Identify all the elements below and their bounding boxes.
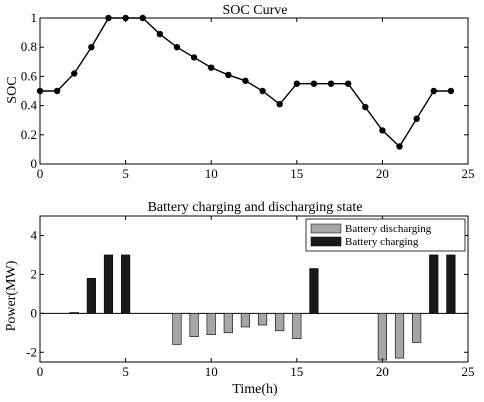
charging-bar xyxy=(309,268,319,314)
battery-x-axis-label: Time(h) xyxy=(232,382,278,397)
discharging-bar xyxy=(223,313,233,334)
charging-bar xyxy=(429,254,439,314)
soc-point xyxy=(396,143,403,150)
soc-point xyxy=(71,70,78,77)
battery-x-tick-label: 0 xyxy=(37,364,44,379)
discharging-bar xyxy=(172,313,182,345)
soc-chart-title: SOC Curve xyxy=(223,3,288,18)
soc-y-tick-label: 0.4 xyxy=(21,98,38,113)
soc-point xyxy=(53,87,61,95)
charging-bar xyxy=(86,277,96,314)
soc-point xyxy=(447,87,455,95)
soc-point xyxy=(190,54,198,61)
discharging-bar xyxy=(189,313,199,337)
battery-plot-frame xyxy=(39,215,469,363)
soc-point xyxy=(344,80,352,87)
soc-x-tick-label: 15 xyxy=(290,166,303,181)
soc-y-tick-label: 1 xyxy=(31,10,38,25)
discharging-bar xyxy=(377,313,387,361)
soc-point xyxy=(276,100,283,108)
soc-point xyxy=(327,80,335,87)
soc-point xyxy=(173,44,181,51)
soc-chart: SOC Curve SOC 0 5 10 15 20 25 0 0.2 0.4 0.6 0.8 1 xyxy=(5,3,475,181)
soc-x-tick-label: 0 xyxy=(37,166,44,181)
battery-y-tick-label: 4 xyxy=(31,227,38,242)
battery-x-tick-label: 25 xyxy=(462,364,475,379)
legend-label-charging: Battery charging xyxy=(345,236,419,248)
discharging-bar xyxy=(394,313,405,359)
charging-bar xyxy=(103,254,114,314)
soc-point xyxy=(156,30,164,38)
charging-bar xyxy=(446,254,456,314)
legend-swatch-charging xyxy=(310,236,342,247)
soc-y-tick-label: 0 xyxy=(31,156,38,171)
legend-label-discharging: Battery discharging xyxy=(345,223,432,235)
soc-y-tick-label: 0.2 xyxy=(21,127,37,142)
soc-point xyxy=(430,87,437,95)
discharging-bar xyxy=(206,313,216,336)
battery-y-tick-label: 2 xyxy=(31,266,38,281)
soc-point xyxy=(225,71,232,79)
soc-point xyxy=(259,87,266,95)
soc-point xyxy=(293,80,300,87)
charging-bar xyxy=(121,254,131,314)
battery-x-tick-label: 10 xyxy=(205,364,218,379)
battery-x-tick-label: 15 xyxy=(290,364,303,379)
discharging-bar xyxy=(412,313,422,343)
battery-chart: Battery charging and discharging state P… xyxy=(4,200,475,397)
battery-y-tick-label: 0 xyxy=(31,305,38,320)
soc-point xyxy=(88,44,95,51)
discharging-bar xyxy=(292,313,302,339)
soc-x-tick-label: 25 xyxy=(462,166,475,181)
discharging-bar xyxy=(257,313,268,326)
soc-ticks: 0 5 10 15 20 25 0 0.2 0.4 0.6 0.8 1 xyxy=(21,10,475,181)
soc-y-axis-label: SOC xyxy=(5,76,20,103)
soc-x-tick-label: 20 xyxy=(376,166,389,181)
soc-y-tick-label: 0.6 xyxy=(21,68,38,83)
soc-point xyxy=(413,115,420,122)
battery-marks xyxy=(40,254,468,361)
discharging-bar xyxy=(69,312,79,314)
soc-y-tick-label: 0.8 xyxy=(21,39,37,54)
soc-point xyxy=(310,80,318,87)
soc-point xyxy=(208,64,215,71)
battery-y-tick-label: -2 xyxy=(26,344,37,359)
discharging-bar xyxy=(240,313,251,328)
battery-x-tick-label: 20 xyxy=(376,364,389,379)
soc-point xyxy=(379,127,386,134)
battery-chart-title: Battery charging and discharging state xyxy=(148,200,363,215)
soc-plot-frame xyxy=(39,17,469,165)
soc-x-tick-label: 10 xyxy=(205,166,218,181)
soc-marks xyxy=(36,14,455,150)
soc-point xyxy=(242,77,249,84)
discharging-bar xyxy=(275,313,285,332)
soc-point xyxy=(362,103,369,111)
battery-x-tick-label: 5 xyxy=(122,364,129,379)
legend-swatch-discharging xyxy=(310,223,342,234)
battery-y-axis-label: Power(MW) xyxy=(4,260,19,331)
soc-x-tick-label: 5 xyxy=(122,166,129,181)
